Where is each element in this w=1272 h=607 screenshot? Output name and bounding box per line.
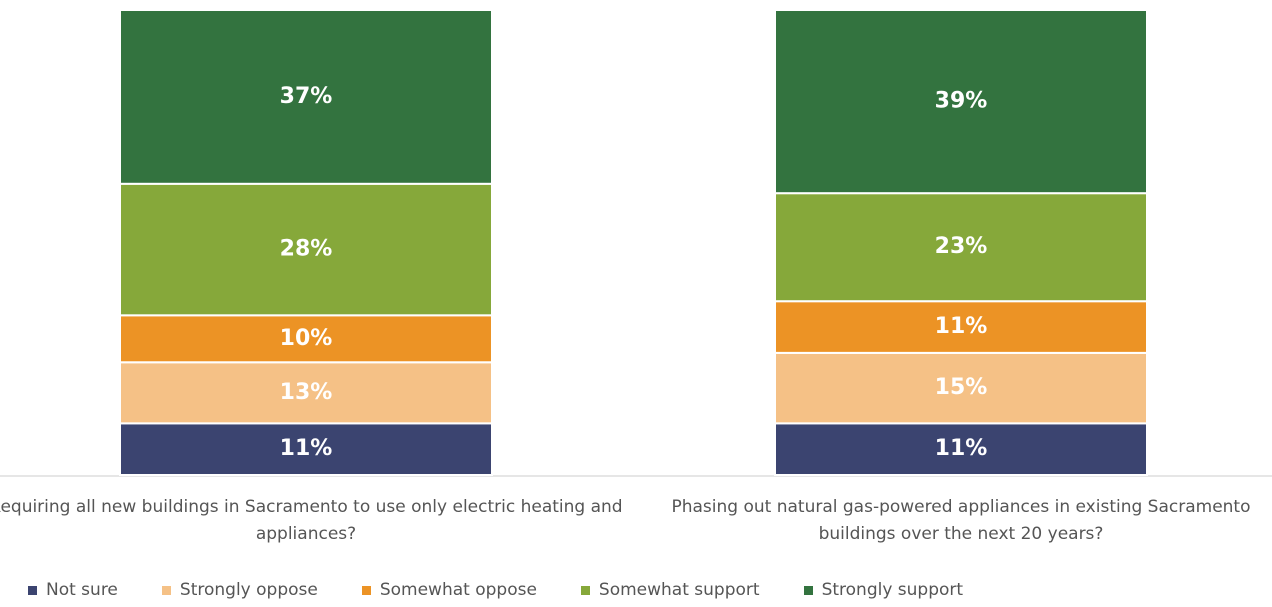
value-label: 37% xyxy=(280,84,333,109)
value-label: 39% xyxy=(935,89,988,114)
legend-label: Strongly oppose xyxy=(179,580,318,600)
value-label: 11% xyxy=(280,436,333,461)
value-label: 10% xyxy=(280,326,333,351)
legend-entry: Somewhat support xyxy=(580,580,760,600)
value-label: 11% xyxy=(935,314,988,339)
legend-swatch xyxy=(28,585,37,595)
bar-segment xyxy=(774,422,1148,477)
bar-segment xyxy=(774,9,1148,195)
legend-swatch xyxy=(803,585,813,595)
bar-segment xyxy=(119,422,493,477)
bar-segment xyxy=(119,182,493,317)
legend-label: Not sure xyxy=(46,580,118,600)
legend-swatch xyxy=(161,585,171,595)
bar-segment xyxy=(119,314,493,364)
legend-swatch xyxy=(361,585,371,595)
value-label: 13% xyxy=(280,380,333,405)
legend: Not sure Strongly oppose Somewhat oppose So… xyxy=(28,580,1007,600)
legend-swatch xyxy=(580,585,590,595)
bar-segment xyxy=(774,351,1148,425)
legend-label: Somewhat oppose xyxy=(379,580,537,600)
legend-label: Somewhat support xyxy=(598,580,760,600)
category-label: Phasing out natural gas-powered applianc… xyxy=(671,497,1251,544)
legend-entry: Strongly oppose xyxy=(161,580,318,600)
legend-label: Strongly support xyxy=(821,580,964,600)
bar-segment xyxy=(119,361,493,425)
value-label: 28% xyxy=(280,237,333,262)
bar-segment xyxy=(119,9,493,185)
value-label: 15% xyxy=(935,375,988,400)
legend-entry: Somewhat oppose xyxy=(361,580,537,600)
legend-entry: Strongly support xyxy=(803,580,964,600)
value-label: 23% xyxy=(935,234,988,259)
bar-segment xyxy=(774,192,1148,303)
category-label: Requiring all new buildings in Sacrament… xyxy=(0,497,623,544)
value-label: 11% xyxy=(935,436,988,461)
legend-entry: Not sure xyxy=(28,580,118,600)
